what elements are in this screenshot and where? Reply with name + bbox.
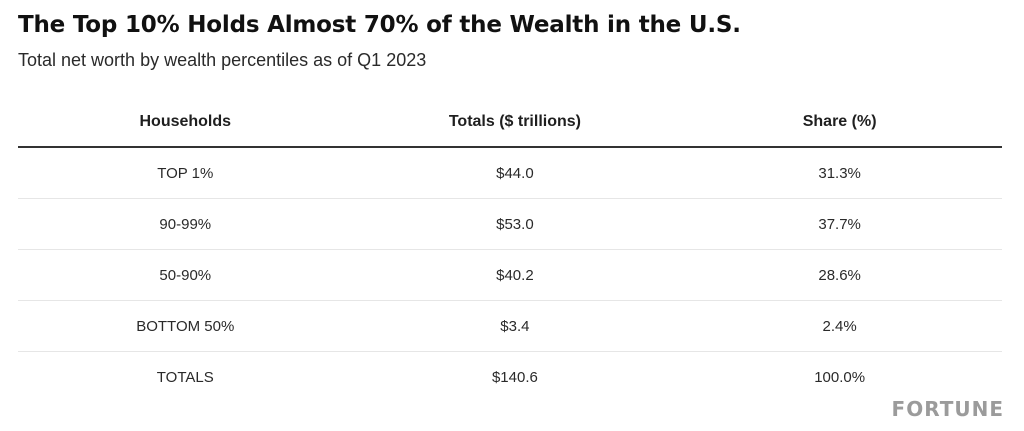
share-cell: 28.6% bbox=[677, 249, 1002, 301]
wealth-table: Households Totals ($ trillions) Share (%… bbox=[18, 98, 1002, 402]
table-row: 50-90% $40.2 28.6% bbox=[18, 249, 1002, 301]
chart-title: The Top 10% Holds Almost 70% of the Weal… bbox=[18, 12, 741, 38]
wealth-table-container: Households Totals ($ trillions) Share (%… bbox=[18, 98, 1002, 402]
share-cell: 100.0% bbox=[814, 368, 866, 386]
households-cell: BOTTOM 50% bbox=[18, 300, 353, 352]
fortune-logo: FORTUNE bbox=[891, 397, 1004, 421]
total-cell: $3.4 bbox=[352, 300, 678, 352]
column-header-households: Households bbox=[18, 98, 353, 148]
column-header-share: Share (%) bbox=[677, 98, 1002, 148]
chart-subtitle: Total net worth by wealth percentiles as… bbox=[18, 50, 427, 70]
share-cell: 2.4% bbox=[677, 300, 1002, 352]
households-cell: TOTALS bbox=[156, 368, 214, 386]
table-row: BOTTOM 50% $3.4 2.4% bbox=[18, 300, 1002, 352]
total-cell: $44.0 bbox=[352, 147, 678, 199]
table-row-totals: TOTALS $140.6 100.0% bbox=[18, 352, 1002, 403]
households-cell: TOP 1% bbox=[18, 147, 353, 199]
households-cell: 50-90% bbox=[18, 249, 353, 301]
table-header-row: Households Totals ($ trillions) Share (%… bbox=[18, 98, 1002, 148]
share-cell: 37.7% bbox=[677, 198, 1002, 250]
total-cell: $40.2 bbox=[352, 249, 678, 301]
table-row: 90-99% $53.0 37.7% bbox=[18, 198, 1002, 250]
share-cell: 31.3% bbox=[677, 147, 1002, 199]
column-header-totals: Totals ($ trillions) bbox=[352, 98, 678, 148]
total-cell: $53.0 bbox=[352, 198, 678, 250]
total-cell: $140.6 bbox=[491, 368, 538, 386]
table-row: TOP 1% $44.0 31.3% bbox=[18, 147, 1002, 199]
households-cell: 90-99% bbox=[18, 198, 353, 250]
